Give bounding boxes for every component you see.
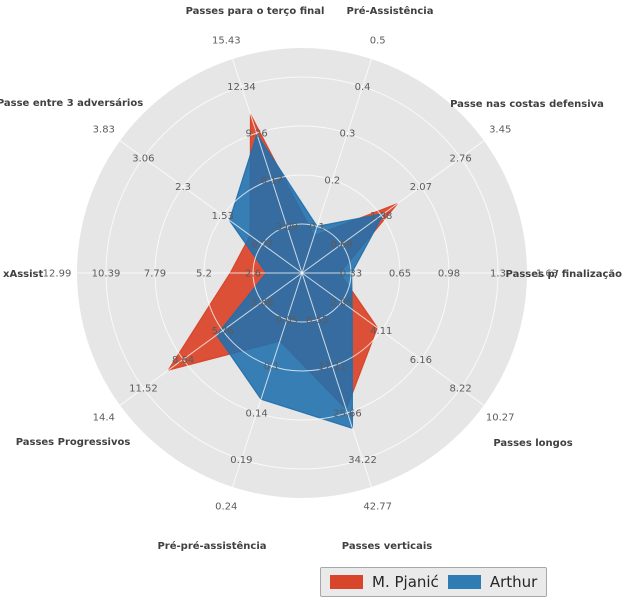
- tick-label: 3.09: [276, 222, 298, 233]
- tick-label: 4.11: [370, 326, 392, 337]
- tick-label: 8.55: [306, 315, 328, 326]
- tick-label: 3.06: [132, 153, 154, 164]
- tick-label: 12.34: [227, 82, 256, 93]
- grid-spoke-6: [232, 272, 303, 488]
- tick-label: 11.52: [129, 384, 158, 395]
- tick-label: 2.05: [330, 297, 352, 308]
- axis-title-1: Pré-Assistência: [346, 5, 433, 17]
- axis-title-3: Passes p/ finalização: [506, 269, 623, 280]
- tick-label: 0.3: [339, 129, 355, 140]
- axis-title-2: Passe nas costas defensiva: [450, 99, 604, 110]
- tick-label: 2.88: [251, 297, 273, 308]
- grid-spoke-2: [301, 140, 485, 274]
- tick-label: 42.77: [363, 502, 392, 513]
- tick-label: 0.5: [370, 36, 386, 47]
- legend-swatch-arthur: [447, 575, 481, 589]
- tick-label: 0.77: [251, 240, 273, 251]
- tick-label: 6.17: [261, 175, 283, 186]
- tick-label: 2.6: [245, 269, 261, 280]
- grid-spoke-1: [301, 58, 372, 274]
- tick-label: 10.39: [92, 269, 121, 280]
- tick-label: 8.64: [172, 355, 194, 366]
- legend-label-pjanic: M. Pjanić: [372, 572, 439, 591]
- tick-label: 3.83: [93, 125, 115, 136]
- tick-label: 14.4: [93, 413, 115, 424]
- tick-label: 0.33: [340, 269, 362, 280]
- tick-label: 15.43: [212, 36, 241, 47]
- axis-title-4: Passes longos: [493, 438, 572, 449]
- tick-label: 2.76: [449, 153, 471, 164]
- grid-spoke-7: [119, 272, 303, 406]
- axis-title-7: Passes Progressivos: [16, 437, 131, 448]
- tick-label: 0.1: [264, 362, 280, 373]
- tick-label: 9.26: [245, 129, 267, 140]
- tick-label: 0.05: [276, 315, 298, 326]
- tick-label: 12.99: [43, 269, 72, 280]
- tick-label: 0.69: [330, 240, 352, 251]
- tick-label: 2.3: [175, 182, 191, 193]
- tick-label: 0.98: [438, 269, 460, 280]
- tick-label: 25.66: [333, 408, 362, 419]
- axis-title-0: Passes para o terço final: [186, 6, 325, 17]
- tick-label: 10.27: [486, 413, 515, 424]
- axis-title-6: Pré-pré-assistência: [157, 540, 266, 552]
- tick-label: 0.65: [389, 269, 411, 280]
- tick-label: 3.45: [489, 125, 511, 136]
- grid-spoke-9: [119, 140, 303, 274]
- axis-title-9: Passe entre 3 adversários: [0, 97, 143, 109]
- tick-label: 1.38: [370, 211, 392, 222]
- legend-label-arthur: Arthur: [489, 572, 538, 591]
- legend: M. Pjanić Arthur: [320, 567, 548, 597]
- tick-label: 8.22: [449, 384, 471, 395]
- tick-label: 7.79: [144, 269, 166, 280]
- tick-label: 17.11: [318, 362, 347, 373]
- axis-title-5: Passes verticais: [342, 541, 432, 552]
- grid-spoke-4: [301, 272, 485, 406]
- tick-label: 0.4: [355, 82, 371, 93]
- grid-spoke-5: [301, 272, 372, 488]
- tick-label: 0.14: [245, 408, 267, 419]
- tick-label: 34.22: [348, 455, 377, 466]
- tick-label: 0.19: [230, 455, 252, 466]
- tick-label: 1.53: [212, 211, 234, 222]
- tick-label: 6.16: [410, 355, 432, 366]
- tick-label: 5.2: [196, 269, 212, 280]
- tick-label: 2.07: [410, 182, 432, 193]
- tick-label: 1.63: [536, 269, 558, 280]
- axis-title-8: xAssist: [3, 269, 43, 280]
- tick-label: 0.24: [215, 502, 237, 513]
- grid-spoke-0: [232, 58, 303, 274]
- legend-swatch-pjanic: [330, 575, 363, 589]
- tick-label: 1.3: [490, 269, 506, 280]
- tick-label: 0.1: [309, 222, 325, 233]
- tick-label: 0.2: [324, 175, 340, 186]
- tick-label: 5.76: [212, 326, 234, 337]
